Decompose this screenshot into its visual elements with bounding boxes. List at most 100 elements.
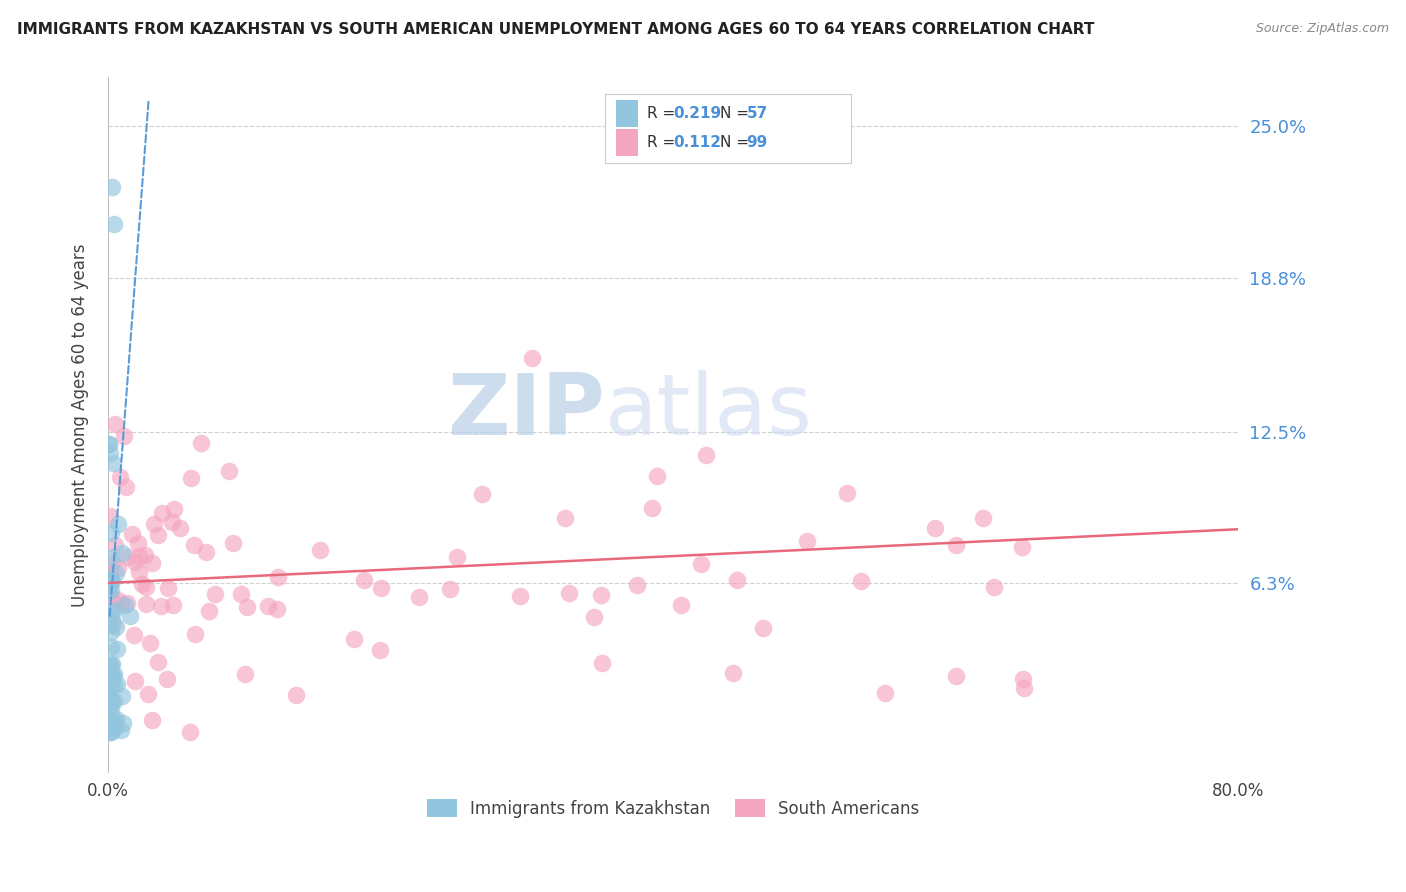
Point	[110, 723, 132, 737]
Point	[134, 549, 156, 563]
Point	[446, 550, 468, 565]
Point	[157, 581, 180, 595]
Point	[115, 596, 138, 610]
Point	[101, 556, 124, 570]
Point	[194, 544, 217, 558]
Point	[945, 669, 967, 683]
Point	[308, 542, 330, 557]
Point	[1012, 672, 1035, 686]
Text: 0.112: 0.112	[673, 136, 721, 150]
Point	[135, 580, 157, 594]
Point	[725, 573, 748, 587]
Point	[100, 657, 122, 672]
Point	[104, 712, 127, 726]
Point	[98, 687, 121, 701]
Point	[107, 516, 129, 531]
Point	[190, 435, 212, 450]
Point	[641, 501, 664, 516]
Point	[98, 725, 121, 739]
Point	[100, 574, 122, 589]
Point	[150, 599, 173, 614]
Point	[257, 599, 280, 614]
Point	[104, 720, 127, 734]
Point	[169, 521, 191, 535]
Point	[100, 526, 122, 541]
Point	[122, 628, 145, 642]
Point	[97, 657, 120, 672]
Point	[582, 610, 605, 624]
Point	[162, 598, 184, 612]
Point	[873, 686, 896, 700]
Point	[141, 714, 163, 728]
Point	[105, 677, 128, 691]
Point	[100, 582, 122, 597]
Text: N =: N =	[720, 106, 754, 120]
Point	[162, 501, 184, 516]
Point	[103, 694, 125, 708]
Point	[198, 604, 221, 618]
Point	[218, 464, 240, 478]
Point	[112, 716, 135, 731]
Point	[370, 642, 392, 657]
Text: 99: 99	[747, 136, 768, 150]
Point	[98, 665, 121, 679]
Point	[204, 587, 226, 601]
Y-axis label: Unemployment Among Ages 60 to 64 years: Unemployment Among Ages 60 to 64 years	[72, 244, 89, 607]
Point	[100, 574, 122, 588]
Point	[121, 526, 143, 541]
Point	[100, 672, 122, 686]
Point	[101, 657, 124, 672]
Point	[851, 574, 873, 588]
Point	[284, 688, 307, 702]
Point	[100, 725, 122, 739]
Point	[100, 607, 122, 621]
Text: ZIP: ZIP	[447, 370, 606, 453]
Point	[156, 672, 179, 686]
Point	[104, 714, 127, 729]
Point	[645, 468, 668, 483]
Point	[103, 677, 125, 691]
Point	[671, 599, 693, 613]
Point	[118, 609, 141, 624]
Point	[146, 528, 169, 542]
Text: IMMIGRANTS FROM KAZAKHSTAN VS SOUTH AMERICAN UNEMPLOYMENT AMONG AGES 60 TO 64 YE: IMMIGRANTS FROM KAZAKHSTAN VS SOUTH AMER…	[17, 22, 1094, 37]
Point	[267, 569, 290, 583]
Point	[752, 621, 775, 635]
Point	[972, 510, 994, 524]
Point	[131, 577, 153, 591]
Point	[101, 614, 124, 628]
Point	[180, 471, 202, 485]
Point	[105, 642, 128, 657]
Point	[146, 655, 169, 669]
Point	[100, 704, 122, 718]
Legend: Immigrants from Kazakhstan, South Americans: Immigrants from Kazakhstan, South Americ…	[420, 793, 927, 824]
Point	[222, 535, 245, 549]
Point	[690, 557, 713, 571]
Point	[98, 446, 121, 460]
Point	[128, 566, 150, 580]
Text: 0.219: 0.219	[673, 106, 721, 120]
Point	[101, 695, 124, 709]
Point	[110, 689, 132, 703]
Point	[100, 549, 122, 564]
Text: R =: R =	[647, 106, 681, 120]
Point	[721, 665, 744, 680]
Point	[100, 590, 122, 604]
Point	[105, 620, 128, 634]
Point	[143, 516, 166, 531]
Point	[117, 550, 139, 565]
Text: R =: R =	[647, 136, 681, 150]
Point	[592, 656, 614, 670]
Point	[101, 180, 124, 194]
Point	[115, 480, 138, 494]
Point	[103, 217, 125, 231]
Point	[796, 533, 818, 548]
Point	[107, 561, 129, 575]
Point	[266, 602, 288, 616]
Point	[97, 436, 120, 450]
Point	[101, 669, 124, 683]
Point	[353, 573, 375, 587]
Point	[98, 566, 121, 581]
Point	[124, 555, 146, 569]
Point	[150, 506, 173, 520]
